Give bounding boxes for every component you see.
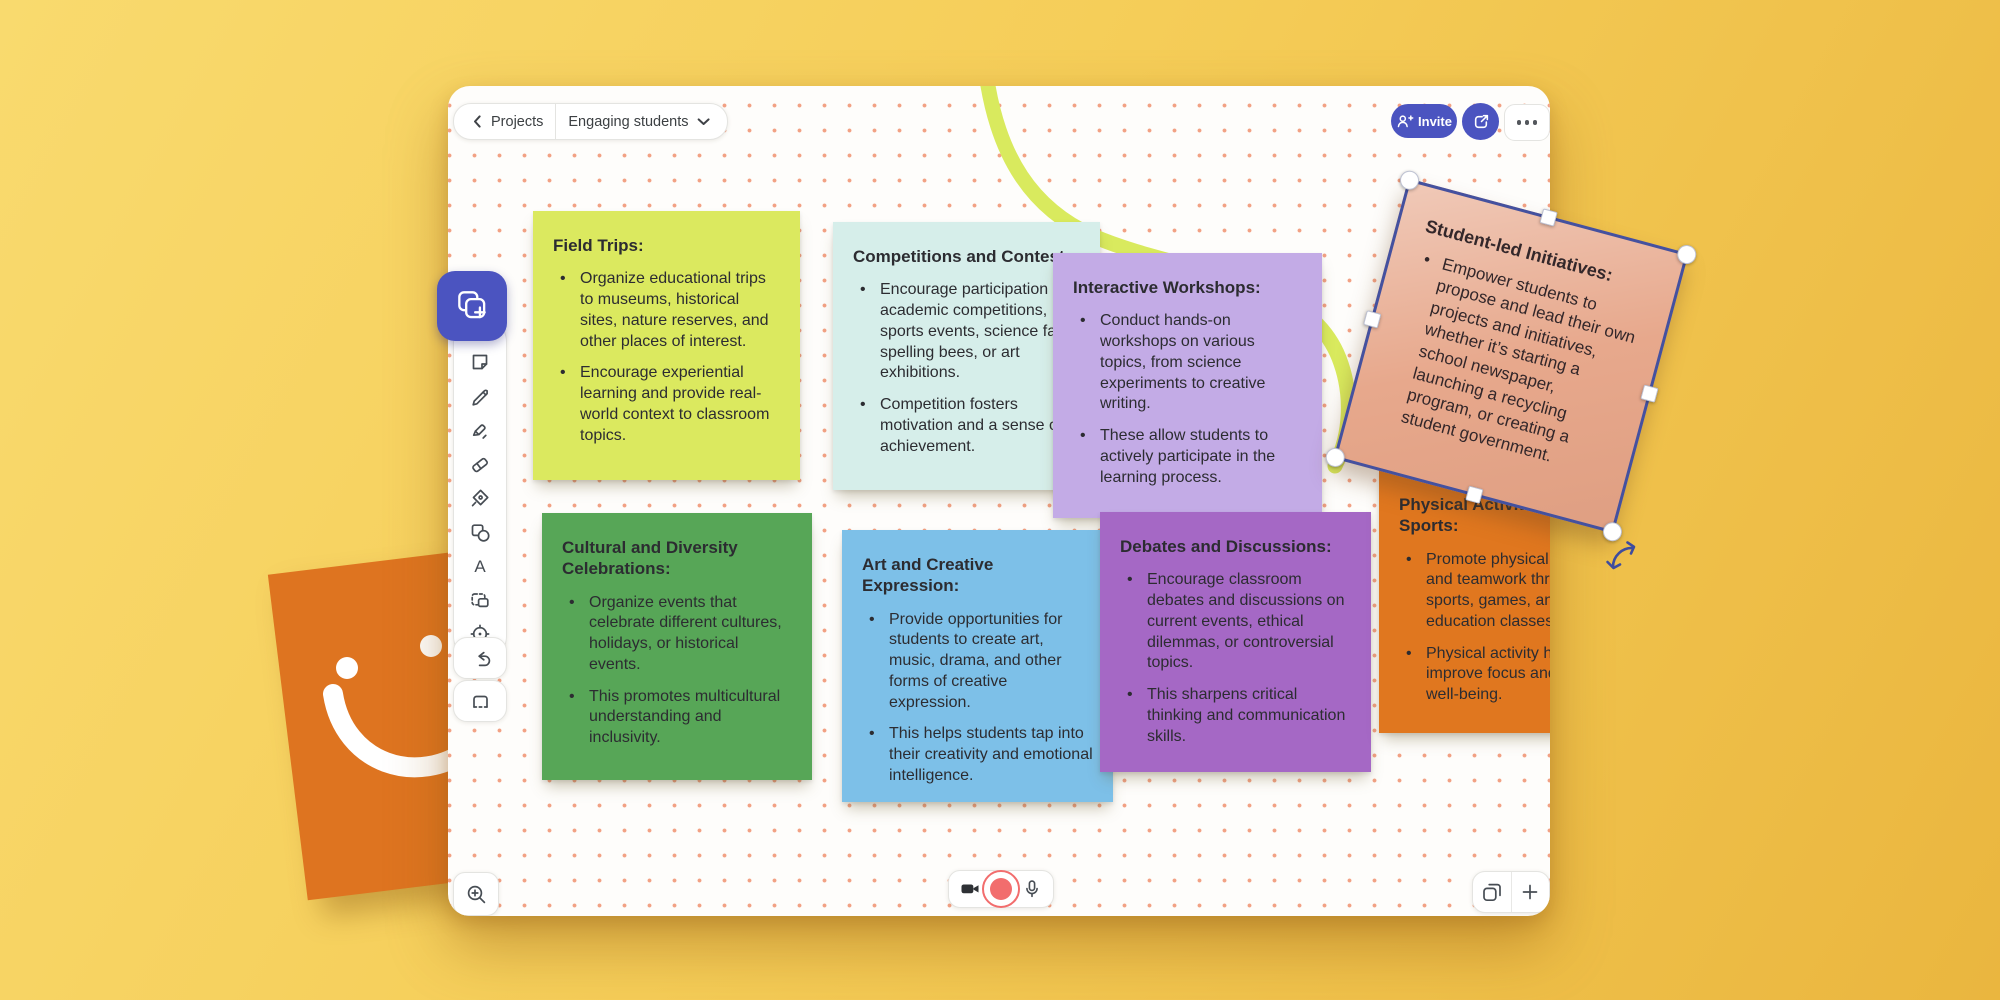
sticky-note-field-trips[interactable]: Field Trips: • Organize educational trips… [533, 211, 800, 480]
note-title: Art and Creative Expression: [862, 555, 994, 596]
tool-sticky-note[interactable] [463, 345, 497, 379]
chevron-left-icon [474, 115, 481, 128]
recording-toolbar [948, 870, 1054, 908]
note-bullet: •Physical activity helps improve focus a… [1406, 644, 1550, 704]
boards-icon [1482, 883, 1501, 902]
whiteboard-window: Field Trips: • Organize educational trips… [448, 86, 1550, 916]
record-button[interactable] [982, 870, 1020, 908]
note-bullet: •Promote physical fitness and teamwork t… [1406, 550, 1550, 630]
note-title: Competitions and Contests: [853, 247, 1080, 266]
note-bullet: • This promotes multicultural understandi… [569, 687, 781, 747]
breadcrumb: Projects Engaging students [453, 103, 728, 140]
invite-button[interactable]: Invite [1391, 104, 1457, 138]
tool-pencil[interactable] [463, 379, 497, 413]
chevron-down-icon [697, 117, 710, 125]
share-icon [1474, 114, 1488, 128]
board-title-dropdown[interactable]: Engaging students [556, 104, 722, 139]
microphone-icon[interactable] [1021, 878, 1043, 900]
divider [555, 104, 557, 139]
more-options-button[interactable] [1504, 104, 1550, 141]
pen-icon [471, 489, 489, 507]
highlighter-icon [472, 424, 487, 439]
note-title: Field Trips: [553, 236, 644, 255]
note-title: Debates and Discussions: [1120, 537, 1332, 556]
sticky-note-physical[interactable]: Physical Activities and Sports: •Promote… [1379, 470, 1550, 733]
note-bullet: • Provide opportunities for students to c… [869, 610, 1063, 711]
note-bullet: • Encourage classroom debates and discuss… [1127, 571, 1345, 672]
note-bullets: • Encourage participation in academic com… [853, 280, 1080, 457]
sticky-note-art[interactable]: Art and Creative Expression: • Provide op… [842, 530, 1113, 802]
frame-button[interactable] [453, 680, 507, 722]
invite-person-icon [1397, 115, 1414, 128]
sticky-note-workshops[interactable]: Interactive Workshops: • Conduct hands-on… [1053, 253, 1322, 518]
undo-icon [477, 651, 490, 666]
add-icon [1522, 884, 1538, 900]
share-button[interactable] [1462, 103, 1499, 140]
shapes-icon [471, 524, 490, 542]
back-label: Projects [491, 113, 544, 130]
more-options-icon [1516, 120, 1522, 125]
undo-button[interactable] [453, 637, 507, 679]
board-title: Engaging students [568, 113, 689, 130]
tool-eraser[interactable] [463, 447, 497, 481]
note-bullet: • Conduct hands-on workshops on various t… [1080, 312, 1266, 413]
note-bullets: • Encourage classroom debates and discuss… [1120, 570, 1351, 747]
note-title: Cultural and Diversity Celebrations: [562, 538, 738, 579]
note-bullets: •Promote physical fitness and teamwork t… [1399, 550, 1550, 707]
text-icon: A [474, 557, 486, 576]
pencil-icon [472, 389, 488, 406]
eraser-icon [472, 457, 488, 473]
tool-pen[interactable] [463, 481, 497, 515]
boards-toolbar [1472, 871, 1550, 913]
select-icon [471, 593, 489, 608]
note-title: Interactive Workshops: [1073, 278, 1261, 297]
note-bullet: • This helps students tap into their crea… [869, 725, 1093, 785]
new-sticky-button[interactable] [437, 271, 507, 341]
note-bullets: • Organize events that celebrate differen… [562, 593, 792, 750]
record-icon [990, 878, 1012, 900]
note-bullet: • Competition fosters motivation and a se… [860, 396, 1063, 455]
note-bullet: • Encourage experiential learning and pro… [560, 364, 770, 444]
boards-button[interactable] [1473, 872, 1511, 912]
divider [1510, 872, 1512, 912]
note-bullet: • Organize events that celebrate differen… [569, 593, 782, 673]
sticky-note-icon [472, 354, 488, 370]
svg-text:A: A [474, 557, 486, 576]
note-bullets: • Conduct hands-on workshops on various t… [1073, 311, 1302, 488]
back-to-projects-button[interactable]: Projects [458, 104, 555, 139]
add-board-button[interactable] [1512, 872, 1550, 912]
rotate-cursor-icon [1606, 541, 1636, 570]
new-sticky-icon [458, 291, 486, 319]
tool-highlighter[interactable] [463, 413, 497, 447]
frame-icon [472, 695, 488, 708]
sticky-note-debates[interactable]: Debates and Discussions: • Encourage clas… [1100, 512, 1371, 772]
note-bullets: • Organize educational trips to museums, … [553, 269, 780, 446]
zoom-in-button[interactable] [453, 872, 499, 916]
note-bullet: • These allow students to actively partic… [1080, 427, 1276, 486]
sticky-note-cultural[interactable]: Cultural and Diversity Celebrations: • Or… [542, 513, 812, 780]
camera-icon[interactable] [959, 878, 981, 900]
tool-select[interactable] [463, 583, 497, 617]
note-bullet: • Encourage participation in academic com… [860, 281, 1078, 382]
note-bullet: • This sharpens critical thinking and com… [1127, 686, 1346, 745]
note-bullet: • Organize educational trips to museums, … [560, 270, 769, 350]
invite-label: Invite [1418, 113, 1452, 129]
selection-handle-right[interactable] [1640, 384, 1659, 403]
tool-shapes[interactable] [463, 515, 497, 549]
tool-text[interactable]: A [463, 549, 497, 583]
zoom-in-icon [467, 885, 485, 903]
selection-handle-top[interactable] [1539, 208, 1558, 227]
selection-handle-top-right[interactable] [1675, 242, 1699, 267]
tool-panel: A [453, 316, 507, 662]
note-bullets: • Provide opportunities for students to c… [862, 610, 1093, 787]
